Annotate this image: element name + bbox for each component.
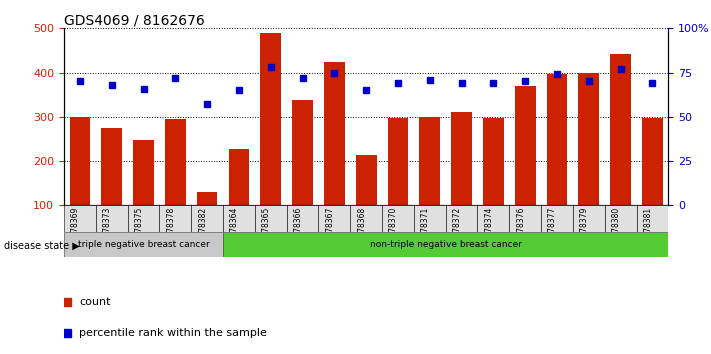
Text: GDS4069 / 8162676: GDS4069 / 8162676 [64, 13, 205, 27]
Bar [255, 205, 287, 232]
Bar [483, 118, 503, 250]
Bar [636, 205, 668, 232]
Text: GSM678374: GSM678374 [484, 207, 493, 253]
Text: GSM678365: GSM678365 [262, 207, 271, 253]
Text: GSM678366: GSM678366 [294, 207, 303, 253]
Text: disease state ▶: disease state ▶ [4, 241, 80, 251]
Text: GSM678370: GSM678370 [389, 207, 398, 253]
Bar [605, 205, 636, 232]
Text: GSM678375: GSM678375 [134, 207, 144, 253]
Bar [541, 205, 573, 232]
Bar [127, 205, 159, 232]
Bar [319, 205, 351, 232]
Bar [419, 117, 440, 250]
Bar [451, 112, 472, 250]
Text: GSM678376: GSM678376 [516, 207, 525, 253]
Bar [324, 62, 345, 250]
Bar [96, 205, 127, 232]
Text: GSM678380: GSM678380 [611, 207, 621, 253]
Bar [102, 128, 122, 250]
Bar [159, 205, 191, 232]
Bar [292, 100, 313, 250]
Bar [70, 117, 90, 250]
Text: GSM678377: GSM678377 [548, 207, 557, 253]
Bar [64, 232, 223, 257]
Text: GSM678368: GSM678368 [357, 207, 366, 253]
Text: GSM678373: GSM678373 [102, 207, 112, 253]
Text: non-triple negative breast cancer: non-triple negative breast cancer [370, 240, 522, 249]
Bar [478, 205, 509, 232]
Bar [547, 74, 567, 250]
Bar [165, 119, 186, 250]
Bar [191, 205, 223, 232]
Text: GSM678364: GSM678364 [230, 207, 239, 253]
Bar [515, 86, 535, 250]
Text: percentile rank within the sample: percentile rank within the sample [79, 328, 267, 338]
Bar [351, 205, 382, 232]
Bar [642, 118, 663, 250]
Bar [573, 205, 605, 232]
Text: GSM678367: GSM678367 [326, 207, 334, 253]
Bar [223, 205, 255, 232]
Bar [223, 232, 668, 257]
Text: GSM678371: GSM678371 [421, 207, 429, 253]
Bar [133, 140, 154, 250]
Bar [356, 155, 377, 250]
Text: GSM678378: GSM678378 [166, 207, 176, 253]
Bar [197, 192, 218, 250]
Text: triple negative breast cancer: triple negative breast cancer [77, 240, 209, 249]
Text: GSM678381: GSM678381 [643, 207, 653, 253]
Text: GSM678372: GSM678372 [453, 207, 461, 253]
Text: GSM678382: GSM678382 [198, 207, 207, 253]
Bar [382, 205, 414, 232]
Bar [287, 205, 319, 232]
Bar [579, 74, 599, 250]
Bar [610, 53, 631, 250]
Bar [446, 205, 478, 232]
Text: count: count [79, 297, 111, 307]
Bar [260, 33, 281, 250]
Bar [64, 205, 96, 232]
Text: GSM678379: GSM678379 [579, 207, 589, 253]
Bar [414, 205, 446, 232]
Bar [387, 118, 408, 250]
Bar [229, 149, 250, 250]
Text: GSM678369: GSM678369 [71, 207, 80, 253]
Bar [509, 205, 541, 232]
